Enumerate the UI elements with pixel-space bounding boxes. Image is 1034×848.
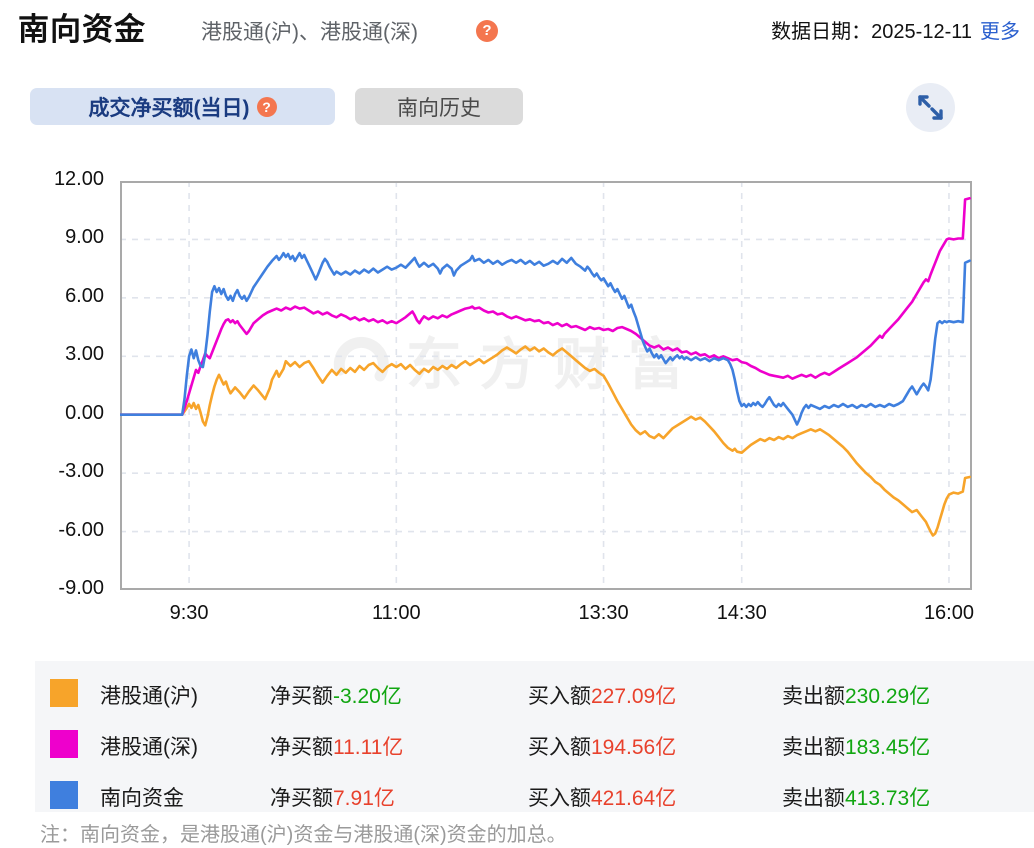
y-tick-3.00: 3.00: [65, 343, 104, 366]
series-name: 南向资金: [100, 787, 184, 810]
buy-value: 227.09亿: [591, 685, 677, 708]
subtitle-help-icon[interactable]: ?: [476, 20, 498, 42]
net-buy-value: -3.20亿: [333, 685, 402, 708]
more-link[interactable]: 更多: [980, 21, 1020, 43]
net-buy-stat: 净买额-3.20亿: [270, 685, 402, 708]
data-date-block: 数据日期：2025-12-11 更多: [771, 15, 1020, 44]
tab-help-icon[interactable]: ?: [256, 96, 277, 117]
y-tick-9.00: 9.00: [65, 226, 104, 249]
y-tick-6.00: 6.00: [65, 284, 104, 307]
buy-stat: 买入额227.09亿: [528, 685, 677, 708]
legend-panel: 港股通(沪) 净买额-3.20亿 买入额227.09亿 卖出额230.29亿 港…: [35, 661, 1034, 812]
legend-row-sz: 港股通(深) 净买额11.11亿 买入额194.56亿 卖出额183.45亿: [35, 727, 1034, 761]
sell-value: 230.29亿: [845, 685, 931, 708]
y-tick--3.00: -3.00: [58, 460, 104, 483]
page-subtitle: 港股通(沪)、港股通(深): [201, 21, 418, 44]
x-tick-11:00: 11:00: [372, 602, 421, 624]
data-date-label: 数据日期：2025-12-11: [771, 21, 972, 43]
series-swatch-sh: [50, 679, 78, 707]
x-tick-14:30: 14:30: [716, 602, 767, 624]
x-tick-13:30: 13:30: [578, 602, 629, 624]
footnote: 注：南向资金，是港股通(沪)资金与港股通(深)资金的加总。: [40, 824, 567, 846]
buy-stat: 买入额194.56亿: [528, 736, 677, 759]
sell-value: 183.45亿: [845, 736, 931, 759]
series-swatch-southbound: [50, 781, 78, 809]
page-title: 南向资金: [18, 12, 146, 47]
x-tick-16:00: 16:00: [923, 602, 974, 624]
y-tick--6.00: -6.00: [58, 518, 104, 541]
net-buy-value: 11.11亿: [333, 736, 404, 759]
sell-stat: 卖出额230.29亿: [782, 685, 931, 708]
buy-value: 194.56亿: [591, 736, 677, 759]
series-name: 港股通(沪): [100, 685, 198, 708]
x-tick-9:30: 9:30: [169, 602, 209, 624]
y-tick--9.00: -9.00: [58, 577, 104, 599]
plot-svg[interactable]: [120, 181, 972, 590]
series-swatch-sz: [50, 730, 78, 758]
sell-stat: 卖出额183.45亿: [782, 736, 931, 759]
tab-net-buy-today[interactable]: 成交净买额(当日) ?: [30, 88, 335, 125]
sell-stat: 卖出额413.73亿: [782, 787, 931, 810]
tab-southbound-history[interactable]: 南向历史: [355, 88, 523, 125]
buy-value: 421.64亿: [591, 787, 677, 810]
net-buy-stat: 净买额11.11亿: [270, 736, 404, 759]
tab-southbound-history-label: 南向历史: [397, 96, 481, 120]
sell-value: 413.73亿: [845, 787, 931, 810]
y-tick-0.00: 0.00: [65, 401, 104, 424]
fullscreen-button[interactable]: [906, 83, 955, 132]
tab-net-buy-today-label: 成交净买额(当日): [88, 96, 250, 120]
net-buy-stat: 净买额7.91亿: [270, 787, 395, 810]
expand-arrows-icon: [918, 95, 943, 120]
y-tick-12.00: 12.00: [53, 168, 104, 190]
buy-stat: 买入额421.64亿: [528, 787, 677, 810]
net-buy-value: 7.91亿: [333, 787, 395, 810]
series-name: 港股通(深): [100, 736, 198, 759]
legend-row-southbound: 南向资金 净买额7.91亿 买入额421.64亿 卖出额413.73亿: [35, 778, 1034, 812]
legend-row-sh: 港股通(沪) 净买额-3.20亿 买入额227.09亿 卖出额230.29亿: [35, 676, 1034, 710]
